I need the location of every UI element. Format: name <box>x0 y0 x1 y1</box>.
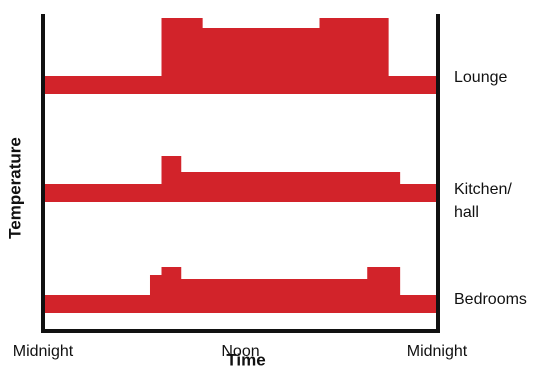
x-axis-title: Time <box>226 350 265 369</box>
y-axis-title: Temperature <box>5 137 24 239</box>
series-label-3: Bedrooms <box>454 291 527 308</box>
series-bands <box>43 18 438 313</box>
x-tick-label-3: Midnight <box>407 343 468 360</box>
series-area-2 <box>43 156 438 202</box>
series-area-3 <box>43 267 438 313</box>
series-label-1: Lounge <box>454 69 507 86</box>
series-labels: Lounge Kitchen/hall Bedrooms <box>454 69 527 308</box>
series-area-1 <box>43 18 438 94</box>
x-ticks: Midnight Noon Midnight <box>13 343 468 360</box>
x-tick-label-2: Noon <box>221 343 259 360</box>
x-tick-label-1: Midnight <box>13 343 74 360</box>
series-label-2: Kitchen/hall <box>454 181 512 221</box>
